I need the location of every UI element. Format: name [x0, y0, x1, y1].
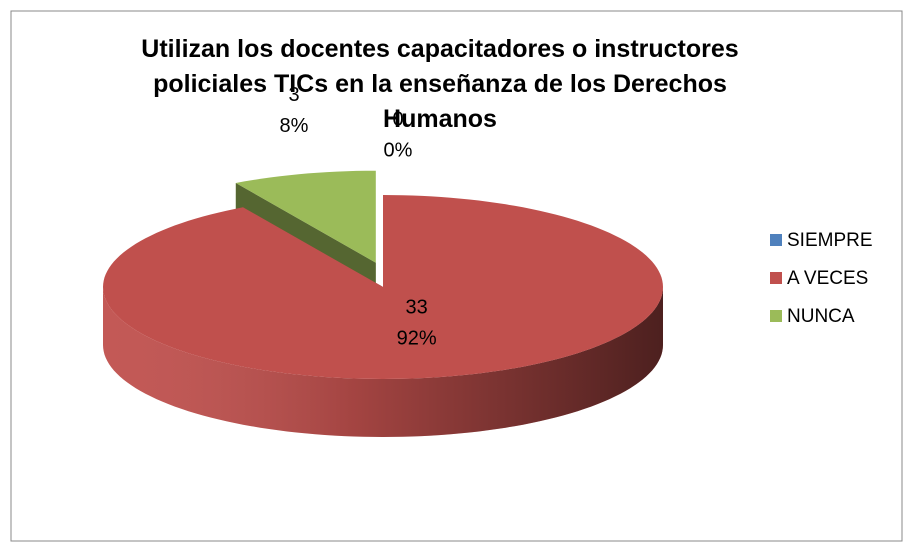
data-label-percent: 0%: [384, 139, 413, 161]
data-label-percent: 92%: [397, 327, 437, 349]
data-label-percent: 8%: [280, 115, 309, 137]
slice: [103, 195, 663, 379]
legend-swatch: [770, 310, 782, 322]
slice: [235, 170, 376, 263]
legend-label: A VECES: [787, 268, 868, 289]
legend-label: SIEMPRE: [787, 230, 873, 251]
chart-title: Utilizan los docentes capacitadores o in…: [141, 35, 738, 133]
data-label: 3: [288, 84, 299, 106]
legend-label: NUNCA: [787, 306, 855, 327]
data-label: 0: [392, 108, 403, 130]
legend-swatch: [770, 234, 782, 246]
data-label: 33: [405, 296, 427, 318]
legend-swatch: [770, 272, 782, 284]
slice-side-shade: [103, 287, 663, 437]
